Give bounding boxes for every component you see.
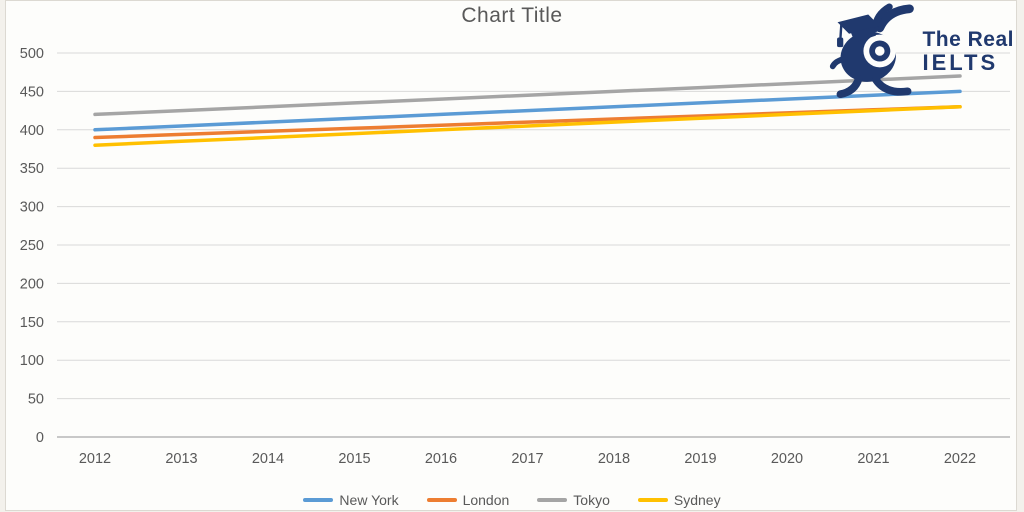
logo-text-line2: IELTS (922, 50, 999, 76)
legend-item-new-york: New York (303, 492, 399, 508)
x-axis-tick-label: 2013 (165, 451, 197, 467)
x-axis-tick-label: 2018 (598, 451, 630, 467)
legend-swatch-london (426, 498, 457, 502)
y-axis-tick-label: 100 (20, 353, 44, 369)
x-axis-tick-label: 2015 (338, 451, 370, 467)
logo-text-line1: The Real (922, 28, 1014, 51)
legend-item-sydney: Sydney (637, 492, 721, 508)
legend-label-new-york: New York (339, 492, 399, 508)
y-axis-tick-label: 50 (28, 392, 44, 408)
legend-swatch-sydney (637, 498, 668, 502)
chart-title: Chart Title (461, 4, 563, 27)
x-axis-tick-label: 2012 (79, 451, 111, 467)
y-axis-tick-label: 500 (20, 46, 44, 62)
series-line-tokyo (93, 74, 962, 117)
legend-label-sydney: Sydney (673, 492, 721, 508)
y-axis-tick-label: 400 (20, 123, 44, 139)
legend-item-london: London (426, 492, 510, 508)
logo-text: The Real IELTS (922, 28, 1014, 76)
legend-label-tokyo: Tokyo (573, 492, 610, 508)
logo: The Real IELTS (826, 2, 1014, 100)
y-axis-tick-label: 250 (20, 238, 44, 254)
y-axis-tick-label: 0 (36, 430, 44, 446)
x-axis-tick-label: 2017 (511, 451, 543, 467)
chart-frame (5, 0, 1017, 511)
series-line-sydney (93, 105, 962, 147)
y-axis-tick-label: 450 (20, 84, 44, 100)
x-axis-tick-label: 2019 (684, 451, 716, 467)
series-line-new-york (93, 89, 962, 132)
snail-with-graduation-cap-icon (830, 3, 915, 99)
legend-item-tokyo: Tokyo (537, 492, 610, 508)
legend-label-london: London (462, 492, 510, 508)
x-axis-tick-label: 2016 (425, 451, 457, 467)
x-axis-tick-label: 2022 (944, 451, 976, 467)
y-axis-tick-label: 150 (20, 315, 44, 331)
y-axis-tick-label: 200 (20, 276, 44, 292)
legend-swatch-tokyo (537, 498, 568, 502)
y-axis-tick-label: 300 (20, 200, 44, 216)
legend-swatch-new-york (303, 498, 334, 502)
x-axis-tick-label: 2020 (771, 451, 803, 467)
x-axis-tick-label: 2014 (252, 451, 284, 467)
y-axis-tick-label: 350 (20, 161, 44, 177)
x-axis-tick-label: 2021 (857, 451, 889, 467)
chart-legend: New York London Tokyo Sydney (0, 492, 1024, 508)
